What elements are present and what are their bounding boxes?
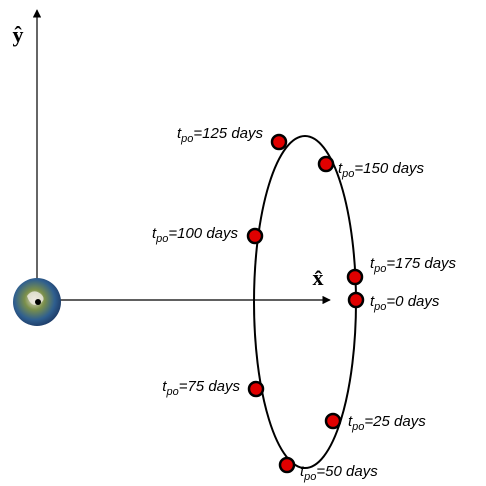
label-symbol: t: [162, 378, 167, 395]
label-symbol: t: [370, 255, 375, 272]
label-symbol: t: [177, 125, 182, 142]
label-subscript: po: [165, 386, 178, 398]
earth: [13, 278, 61, 326]
orbit-point: [247, 380, 265, 398]
label-subscript: po: [180, 133, 193, 145]
label-text: =75 days: [179, 378, 241, 395]
point-label: tpo=75 days: [162, 378, 240, 398]
label-symbol: t: [300, 463, 305, 480]
label-text: =125 days: [193, 125, 263, 142]
y-axis-label: ŷ: [13, 22, 24, 47]
label-subscript: po: [303, 471, 316, 483]
label-subscript: po: [155, 233, 168, 245]
orbit-point: [270, 133, 288, 151]
label-subscript: po: [341, 168, 354, 180]
label-symbol: t: [348, 413, 353, 430]
label-text: =0 days: [386, 293, 439, 310]
label-symbol: t: [338, 160, 343, 177]
orbit-point: [347, 291, 365, 309]
point-label: tpo=125 days: [177, 125, 264, 145]
orbit-point: [346, 268, 364, 286]
label-text: =100 days: [168, 225, 238, 242]
orbit-point: [278, 456, 296, 474]
label-subscript: po: [373, 301, 386, 313]
label-symbol: t: [370, 293, 375, 310]
x-axis-label: x̂: [313, 265, 324, 290]
label-subscript: po: [373, 263, 386, 275]
orbit-point: [317, 155, 335, 173]
orbit-point: [246, 227, 264, 245]
label-text: =25 days: [364, 413, 426, 430]
label-subscript: po: [351, 421, 364, 433]
point-label: tpo=50 days: [300, 463, 378, 483]
point-label: tpo=0 days: [370, 293, 440, 313]
label-symbol: t: [152, 225, 157, 242]
label-text: =150 days: [354, 160, 424, 177]
point-label: tpo=100 days: [152, 225, 239, 245]
point-label: tpo=150 days: [338, 160, 425, 180]
label-text: =50 days: [316, 463, 378, 480]
point-label: tpo=175 days: [370, 255, 457, 275]
point-label: tpo=25 days: [348, 413, 426, 433]
orbit-point: [324, 412, 342, 430]
label-text: =175 days: [386, 255, 456, 272]
